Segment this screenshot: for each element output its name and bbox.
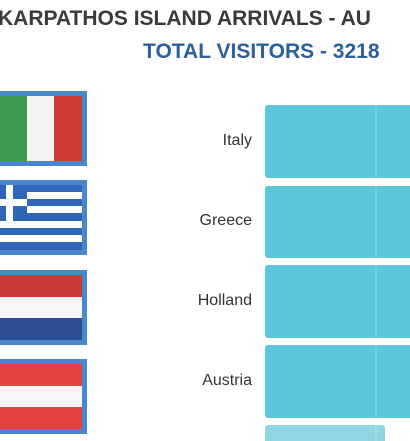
- flag-greece: [0, 180, 87, 255]
- row-label: Greece: [200, 212, 253, 229]
- flag-austria: [0, 359, 87, 434]
- bar: [265, 265, 410, 338]
- subtitle: TOTAL VISITORS - 3218: [143, 40, 380, 63]
- row-label: Italy: [223, 132, 252, 149]
- flag-italy: [0, 91, 87, 166]
- bar: [265, 425, 385, 441]
- row-label: Holland: [198, 292, 252, 309]
- bar: [265, 345, 410, 418]
- bar: [265, 105, 410, 178]
- row-label: Austria: [202, 372, 252, 389]
- bar: [265, 186, 410, 258]
- title: KARPATHOS ISLAND ARRIVALS - AU: [0, 7, 371, 30]
- bars: [265, 105, 410, 441]
- flag-holland: [0, 270, 87, 345]
